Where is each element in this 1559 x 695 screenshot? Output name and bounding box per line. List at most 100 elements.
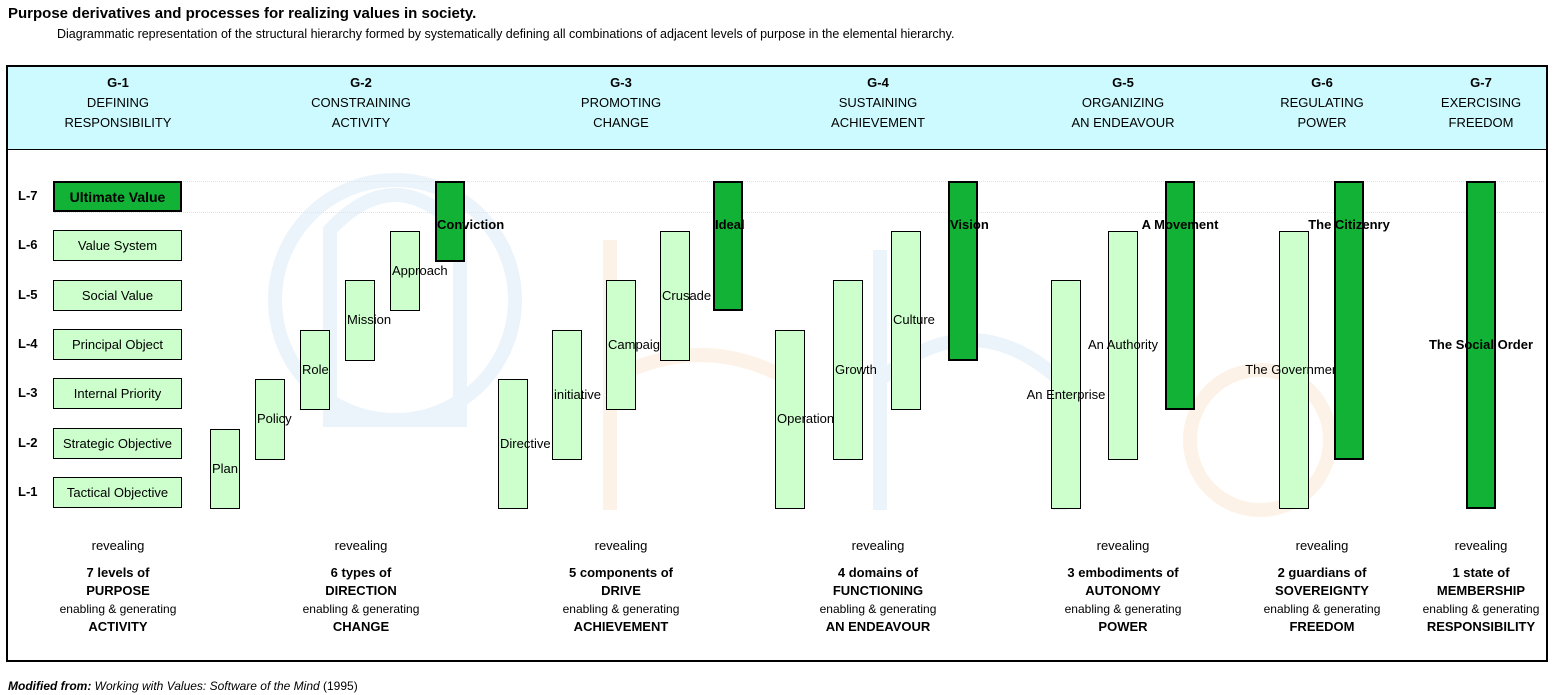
column-line1: DEFINING	[86, 95, 150, 110]
bar-label-vision: Vision	[950, 216, 989, 232]
bar-label-the-social-order: The Social Order	[1428, 337, 1534, 352]
footer-reveal: revealing	[594, 538, 648, 553]
level-box-principal-object: Principal Object	[53, 329, 182, 360]
level-label-3: L-3	[18, 385, 38, 400]
level-label-7: L-7	[18, 188, 38, 203]
column-id: G-2	[350, 75, 372, 90]
bar-label-policy: Policy	[257, 411, 292, 427]
bar-growth	[833, 280, 863, 460]
footer-mid: enabling & generating	[1263, 602, 1381, 616]
bar-label-the-citizenry: The Citizenry	[1308, 216, 1390, 232]
bar-an-enterprise	[1051, 280, 1081, 509]
source-note: Modified from: Working with Values: Soft…	[8, 679, 358, 693]
column-line2: FREEDOM	[1448, 115, 1514, 130]
bar-initiative	[552, 329, 582, 460]
level-box-social-value: Social Value	[53, 280, 182, 311]
column-line1: SUSTAINING	[838, 95, 918, 110]
bar-a-movement	[1165, 181, 1195, 410]
footer-count: 7 levels of	[86, 565, 150, 580]
bar-label-approach: Approach	[392, 262, 448, 278]
footer-result: ACTIVITY	[88, 619, 148, 634]
gridline-top	[54, 181, 1544, 182]
bar-label-initiative: initiative	[554, 386, 601, 402]
footer-result: FREEDOM	[1289, 619, 1355, 634]
bar-label-directive: Directive	[500, 436, 551, 451]
bar-role	[300, 329, 330, 410]
bar-label-mission: Mission	[347, 312, 392, 328]
column-line2: RESPONSIBILITY	[64, 115, 172, 130]
footer-count: 1 state of	[1452, 565, 1510, 580]
column-header-g1: G-1 DEFINING RESPONSIBILITY	[65, 73, 172, 133]
footer-g2: revealing 6 types of DIRECTION enabling …	[303, 538, 420, 636]
column-line2: AN ENDEAVOUR	[1071, 115, 1175, 130]
bar-vision	[948, 181, 978, 361]
column-line1: PROMOTING	[580, 95, 662, 110]
bar-ideal	[713, 181, 743, 311]
footer-noun: DRIVE	[601, 583, 641, 598]
bar-label-role: Role	[302, 361, 329, 377]
bar-crusade	[660, 230, 690, 361]
bar-culture	[891, 230, 921, 410]
column-line2: ACHIEVEMENT	[831, 115, 925, 130]
diagram-frame	[6, 65, 1548, 662]
level-label-5: L-5	[18, 287, 38, 302]
level-label-6: L-6	[18, 237, 38, 252]
level-box-internal-priority: Internal Priority	[53, 378, 182, 409]
bar-approach	[390, 230, 420, 311]
bar-an-authority	[1108, 230, 1138, 460]
footer-reveal: revealing	[1295, 538, 1349, 553]
bar-operation	[775, 329, 805, 509]
footer-g4: revealing 4 domains of FUNCTIONING enabl…	[820, 538, 937, 636]
footer-result: ACHIEVEMENT	[573, 619, 669, 634]
footer-noun: SOVEREIGNTY	[1275, 583, 1369, 598]
footer-reveal: revealing	[851, 538, 905, 553]
level-box-value-system: Value System	[53, 230, 182, 261]
bar-label-a-movement: A Movement	[1141, 216, 1219, 232]
footer-count: 2 guardians of	[1277, 565, 1367, 580]
footer-mid: enabling & generating	[1064, 602, 1182, 616]
column-id: G-5	[1112, 75, 1134, 90]
column-line2: ACTIVITY	[331, 115, 391, 130]
bar-conviction	[435, 181, 465, 262]
bar-the-government	[1279, 230, 1309, 509]
footer-result: CHANGE	[332, 619, 390, 634]
column-id: G-3	[610, 75, 632, 90]
column-header-g5: G-5 ORGANIZING AN ENDEAVOUR	[1071, 73, 1174, 133]
bar-label-ideal: Ideal	[715, 216, 745, 232]
footer-mid: enabling & generating	[1422, 602, 1540, 616]
footer-reveal: revealing	[1096, 538, 1150, 553]
bar-directive	[498, 379, 528, 509]
column-id: G-7	[1470, 75, 1492, 90]
footer-reveal: revealing	[91, 538, 145, 553]
diagram-subtitle: Diagrammatic representation of the struc…	[57, 27, 955, 41]
bar-label-culture: Culture	[893, 312, 935, 328]
footer-noun: AUTONOMY	[1085, 583, 1161, 598]
gridline-bottom	[54, 212, 1544, 213]
header-band	[8, 67, 1546, 150]
footer-result: AN ENDEAVOUR	[825, 619, 931, 634]
level-box-ultimate-value: Ultimate Value	[53, 181, 182, 212]
bar-label-campaign: Campaign	[608, 337, 668, 352]
footer-count: 3 embodiments of	[1067, 565, 1179, 580]
footer-g3: revealing 5 components of DRIVE enabling…	[563, 538, 680, 636]
footer-mid: enabling & generating	[562, 602, 680, 616]
column-id: G-6	[1311, 75, 1333, 90]
footer-g7: revealing 1 state of MEMBERSHIP enabling…	[1423, 538, 1540, 636]
bar-mission	[345, 280, 375, 361]
source-year: (1995)	[319, 679, 358, 693]
column-line1: ORGANIZING	[1081, 95, 1165, 110]
footer-mid: enabling & generating	[302, 602, 420, 616]
bar-the-citizenry	[1334, 181, 1364, 460]
footer-g6: revealing 2 guardians of SOVEREIGNTY ena…	[1264, 538, 1381, 636]
bar-the-social-order	[1466, 181, 1496, 509]
bar-label-crusade: Crusade	[662, 287, 712, 303]
column-line1: EXERCISING	[1440, 95, 1522, 110]
footer-result: RESPONSIBILITY	[1426, 619, 1536, 634]
column-header-g7: G-7 EXERCISING FREEDOM	[1441, 73, 1521, 133]
column-line1: REGULATING	[1280, 95, 1364, 110]
column-header-g2: G-2 CONSTRAINING ACTIVITY	[311, 73, 411, 133]
footer-mid: enabling & generating	[59, 602, 177, 616]
footer-reveal: revealing	[334, 538, 388, 553]
bar-label-operation: Operation	[777, 411, 835, 427]
bar-label-conviction: Conviction	[437, 216, 505, 232]
